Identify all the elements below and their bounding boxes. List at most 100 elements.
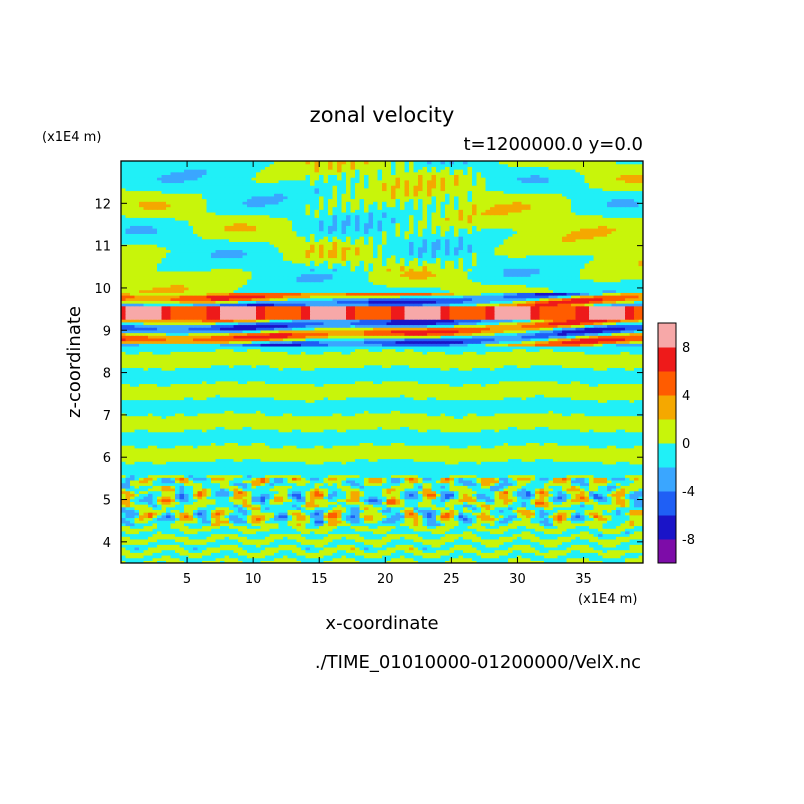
heatmap-cell: [206, 530, 212, 535]
heatmap-cell: [395, 560, 401, 563]
heatmap-cell: [197, 501, 203, 505]
heatmap-cell: [305, 528, 311, 532]
heatmap-cell: [422, 520, 428, 524]
heatmap-cell: [215, 538, 221, 543]
heatmap-cell: [463, 552, 469, 556]
heatmap-cell: [548, 533, 554, 537]
heatmap-cell: [445, 538, 451, 543]
heatmap-cell: [161, 504, 167, 508]
heatmap-cell: [152, 512, 158, 516]
heatmap-cell: [386, 512, 392, 516]
heatmap-cell: [436, 546, 442, 551]
heatmap-cell: [287, 549, 293, 553]
heatmap-cell: [157, 514, 163, 519]
heatmap-cell: [413, 506, 419, 510]
heatmap-cell: [377, 514, 383, 519]
heatmap-cell: [526, 554, 532, 559]
heatmap-cell: [634, 538, 640, 543]
heatmap-cell: [494, 525, 500, 529]
heatmap-cell: [526, 557, 532, 561]
heatmap-cell: [170, 530, 176, 535]
heatmap-cell: [553, 554, 559, 559]
heatmap-cell: [382, 538, 388, 543]
heatmap-cell: [454, 501, 460, 505]
heatmap-cell: [413, 512, 419, 516]
heatmap-cell: [287, 546, 293, 551]
heatmap-cell: [265, 544, 271, 548]
heatmap-cell: [400, 541, 406, 545]
heatmap-cell: [598, 557, 604, 561]
heatmap-cell: [305, 557, 311, 561]
heatmap-cell: [121, 541, 127, 545]
heatmap-cell: [202, 522, 208, 527]
heatmap-cell: [215, 525, 221, 529]
heatmap-cell: [233, 501, 239, 505]
heatmap-cell: [535, 552, 541, 556]
heatmap-cell: [409, 514, 415, 519]
heatmap-cell: [449, 522, 455, 527]
heatmap-cell: [472, 552, 478, 556]
heatmap-cell: [490, 517, 496, 521]
heatmap-cell: [224, 498, 230, 502]
heatmap-cell: [512, 517, 518, 521]
heatmap-cell: [260, 536, 266, 540]
heatmap-cell: [629, 514, 635, 519]
heatmap-cell: [638, 504, 643, 508]
heatmap-cell: [607, 554, 613, 559]
heatmap-cell: [296, 520, 302, 524]
heatmap-cell: [508, 520, 514, 524]
heatmap-cell: [557, 522, 563, 527]
heatmap-cell: [427, 541, 433, 545]
heatmap-cell: [314, 536, 320, 540]
heatmap-cell: [328, 538, 334, 543]
heatmap-cell: [296, 544, 302, 548]
heatmap-cell: [458, 557, 464, 561]
heatmap-cell: [530, 509, 536, 513]
heatmap-cell: [616, 525, 622, 529]
heatmap-cell: [440, 498, 446, 502]
heatmap-cell: [463, 554, 469, 559]
heatmap-cell: [580, 544, 586, 548]
heatmap-cell: [580, 504, 586, 508]
heatmap-cell: [170, 512, 176, 516]
heatmap-cell: [188, 514, 194, 519]
heatmap-cell: [350, 560, 356, 563]
heatmap-cell: [152, 509, 158, 513]
heatmap-cell: [188, 504, 194, 508]
heatmap-cell: [638, 522, 643, 527]
heatmap-cell: [319, 544, 325, 548]
heatmap-cell: [616, 554, 622, 559]
heatmap-cell: [134, 520, 140, 524]
heatmap-cell: [611, 549, 617, 553]
heatmap-cell: [571, 512, 577, 516]
heatmap-cell: [386, 533, 392, 537]
heatmap-cell: [238, 560, 244, 563]
heatmap-cell: [197, 557, 203, 561]
heatmap-cell: [148, 501, 154, 505]
heatmap-cell: [566, 512, 572, 516]
heatmap-cell: [242, 541, 248, 545]
heatmap-cell: [404, 525, 410, 529]
heatmap-cell: [427, 504, 433, 508]
heatmap-cell: [238, 528, 244, 532]
heatmap-cell: [445, 530, 451, 535]
heatmap-cell: [575, 560, 581, 563]
heatmap-cell: [283, 514, 289, 519]
heatmap-cell: [638, 514, 643, 519]
heatmap-cell: [616, 512, 622, 516]
heatmap-cell: [562, 512, 568, 516]
heatmap-cell: [256, 501, 262, 505]
heatmap-cell: [562, 520, 568, 524]
heatmap-cell: [445, 520, 451, 524]
heatmap-cell: [238, 501, 244, 505]
heatmap-cell: [427, 517, 433, 521]
heatmap-cell: [526, 501, 532, 505]
heatmap-cell: [206, 552, 212, 556]
heatmap-cell: [548, 522, 554, 527]
heatmap-cell: [179, 498, 185, 502]
heatmap-cell: [319, 530, 325, 535]
heatmap-cell: [472, 528, 478, 532]
heatmap-cell: [364, 552, 370, 556]
heatmap-cell: [400, 536, 406, 540]
heatmap-cell: [247, 509, 253, 513]
